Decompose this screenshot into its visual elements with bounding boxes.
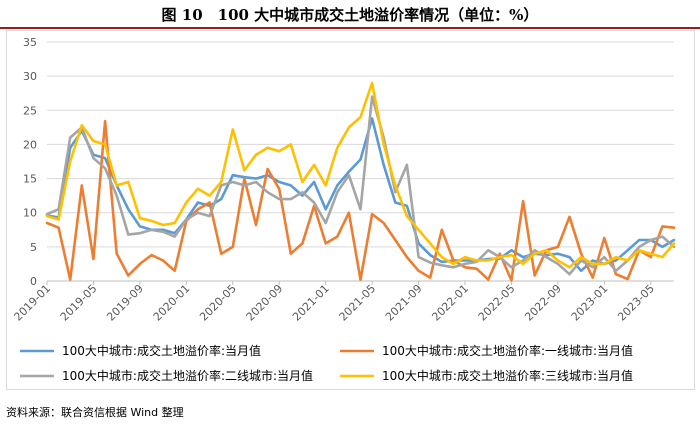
y-tick-label: 25 <box>23 104 37 117</box>
x-tick-label: 2023-05 <box>615 282 657 324</box>
y-tick-label: 15 <box>23 173 37 186</box>
x-tick-label: 2022-05 <box>476 282 518 324</box>
x-tick-label: 2019-05 <box>58 282 100 324</box>
page-title: 图 10 100 大中城市成交土地溢价率情况（单位：%） <box>161 6 539 24</box>
y-tick-label: 30 <box>23 70 37 83</box>
y-tick-label: 35 <box>23 36 37 49</box>
series-line-2 <box>45 119 676 282</box>
x-tick-label: 2021-09 <box>383 282 425 324</box>
series-line-4 <box>45 81 676 269</box>
y-tick-label: 10 <box>23 207 37 220</box>
title-underline <box>0 27 700 29</box>
x-tick-label: 2020-09 <box>244 282 286 324</box>
legend-label: 100大中城市:成交土地溢价率:一线城市:当月值 <box>382 343 633 358</box>
x-tick-label: 2022-01 <box>429 282 471 324</box>
legend-label: 100大中城市:成交土地溢价率:二线城市:当月值 <box>62 368 313 383</box>
x-tick-label: 2022-09 <box>522 282 564 324</box>
y-tick-label: 0 <box>30 275 37 288</box>
x-tick-label: 2023-01 <box>569 282 611 324</box>
x-tick-label: 2020-01 <box>151 282 193 324</box>
legend-label: 100大中城市:成交土地溢价率:三线城市:当月值 <box>382 368 633 383</box>
x-tick-label: 2021-05 <box>337 282 379 324</box>
chart-frame <box>6 30 695 390</box>
series-line-3 <box>45 95 676 276</box>
y-tick-label: 20 <box>23 138 37 151</box>
y-tick-label: 5 <box>30 241 37 254</box>
legend-label: 100大中城市:成交土地溢价率:当月值 <box>62 343 261 358</box>
source-note: 资料来源：联合资信根据 Wind 整理 <box>6 406 184 419</box>
x-tick-label: 2019-01 <box>11 282 53 324</box>
x-tick-label: 2021-01 <box>290 282 332 324</box>
x-tick-label: 2019-09 <box>104 282 146 324</box>
x-tick-label: 2020-05 <box>197 282 239 324</box>
